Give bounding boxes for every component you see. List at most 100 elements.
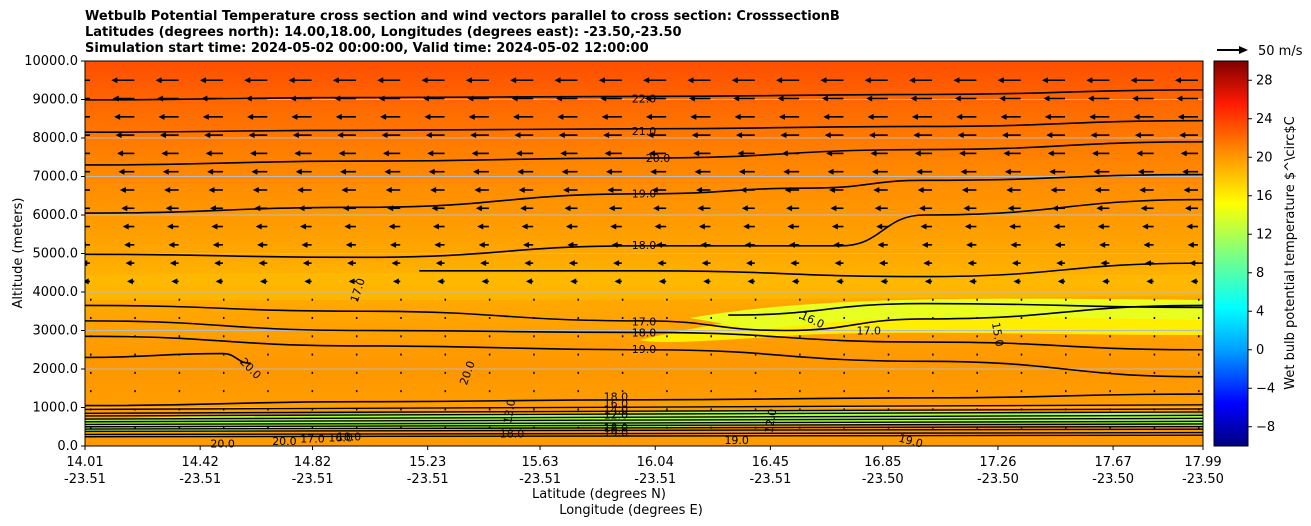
wind-vector-head xyxy=(864,77,871,84)
wind-vector xyxy=(976,316,978,319)
wind-vector xyxy=(799,426,801,429)
wind-vector-head xyxy=(654,223,661,230)
wind-vector xyxy=(267,335,269,338)
wind-vector xyxy=(488,426,491,429)
wind-vector-head xyxy=(1099,241,1106,248)
wind-vector-head xyxy=(1130,77,1137,84)
wind-vector-head xyxy=(171,278,178,285)
wind-vector xyxy=(134,353,136,356)
wind-vector-head xyxy=(249,150,256,157)
x-axis-label-latitude: Latitude (degrees N) xyxy=(532,487,666,502)
wind-vector-head xyxy=(744,241,751,248)
wind-vector-head xyxy=(209,205,216,212)
wind-vector xyxy=(533,371,535,374)
wind-vector xyxy=(666,335,668,338)
wind-vector-head xyxy=(288,77,295,84)
wind-vector xyxy=(577,408,580,411)
wind-vector-head xyxy=(909,77,916,84)
wind-vector xyxy=(932,408,934,411)
wind-vector-head xyxy=(737,150,744,157)
wind-vector-head xyxy=(1132,95,1139,102)
wind-vector xyxy=(932,335,934,338)
wind-vector-head xyxy=(124,241,131,248)
wind-vector xyxy=(754,316,757,319)
wind-vector xyxy=(178,335,181,338)
wind-vector-head xyxy=(614,278,621,285)
wind-vector-head xyxy=(158,113,165,120)
wind-vector-head xyxy=(214,260,221,267)
y-axis-label: Altitude (meters) xyxy=(11,198,26,309)
wind-vector-head xyxy=(480,260,487,267)
contour-label: 18.0 xyxy=(337,430,362,443)
wind-vector xyxy=(400,316,402,319)
wind-vector xyxy=(799,316,801,319)
wind-vector xyxy=(311,426,314,429)
wind-vector-head xyxy=(733,95,740,102)
wind-vector-head xyxy=(826,150,833,157)
colorbar-tick-label: 20 xyxy=(1256,150,1273,165)
wind-vector-head xyxy=(1006,186,1013,193)
wind-vector-head xyxy=(212,241,219,248)
wind-vector xyxy=(311,316,314,319)
wind-vector-head xyxy=(391,260,398,267)
y-tick-label: 3000.0 xyxy=(33,324,79,339)
wind-vector-head xyxy=(421,77,428,84)
wind-vector-head xyxy=(1146,278,1153,285)
wind-vector-head xyxy=(964,223,971,230)
wind-vector xyxy=(1065,335,1067,338)
wind-vector-head xyxy=(1100,260,1107,267)
contour-label: 14.0 xyxy=(604,403,629,416)
contour-label: 18.0 xyxy=(604,391,629,404)
wind-vector-head xyxy=(869,132,876,139)
contour-label: 18.0 xyxy=(604,422,629,435)
wind-vector-head xyxy=(967,260,974,267)
wind-vector-head xyxy=(521,223,528,230)
wind-vector-head xyxy=(747,278,754,285)
wind-vector xyxy=(222,298,225,301)
wind-vector-head xyxy=(924,278,931,285)
wind-vector xyxy=(311,408,314,411)
wind-vector-head xyxy=(381,132,388,139)
wind-vector-head xyxy=(1139,186,1146,193)
wind-vector-head xyxy=(348,278,355,285)
wind-vector xyxy=(799,408,801,411)
wind-vector-head xyxy=(687,77,694,84)
wind-vector-head xyxy=(474,186,481,193)
wind-vector xyxy=(799,371,801,374)
wind-vector-head xyxy=(648,150,655,157)
wind-vector-head xyxy=(481,278,488,285)
wind-vector-head xyxy=(118,168,125,175)
wind-vector xyxy=(1198,408,1200,411)
wind-vector-head xyxy=(911,113,918,120)
wind-vector-head xyxy=(377,77,384,84)
wind-vector-head xyxy=(651,186,658,193)
wind-vector xyxy=(799,353,801,356)
wind-vector-head xyxy=(1056,260,1063,267)
colorbar-tick-label: −4 xyxy=(1256,381,1275,396)
wind-vector-head xyxy=(607,186,614,193)
contour-label: 17.0 xyxy=(632,316,657,329)
wind-vector-head xyxy=(1176,95,1183,102)
wind-vector-head xyxy=(820,77,827,84)
wind-vector xyxy=(577,316,580,319)
wind-vector xyxy=(710,371,712,374)
wind-vector xyxy=(887,353,890,356)
wind-vector-head xyxy=(295,168,302,175)
wind-vector-head xyxy=(691,132,698,139)
wind-vector xyxy=(400,371,402,374)
wind-vector-head xyxy=(155,77,162,84)
wind-vector xyxy=(710,353,712,356)
wind-vector xyxy=(1109,335,1111,338)
wind-vector xyxy=(533,353,535,356)
wind-vector-head xyxy=(122,223,129,230)
contour-label: 20.0 xyxy=(272,435,297,448)
wind-vector xyxy=(355,298,358,301)
wind-vector-head xyxy=(598,77,605,84)
wind-vector-head xyxy=(997,77,1004,84)
wind-vector-head xyxy=(565,223,572,230)
grid-lines xyxy=(85,99,1203,408)
contour-20 xyxy=(85,352,251,365)
wind-vector-head xyxy=(478,241,485,248)
wind-vector-head xyxy=(332,77,339,84)
contour-17 xyxy=(85,304,1203,332)
